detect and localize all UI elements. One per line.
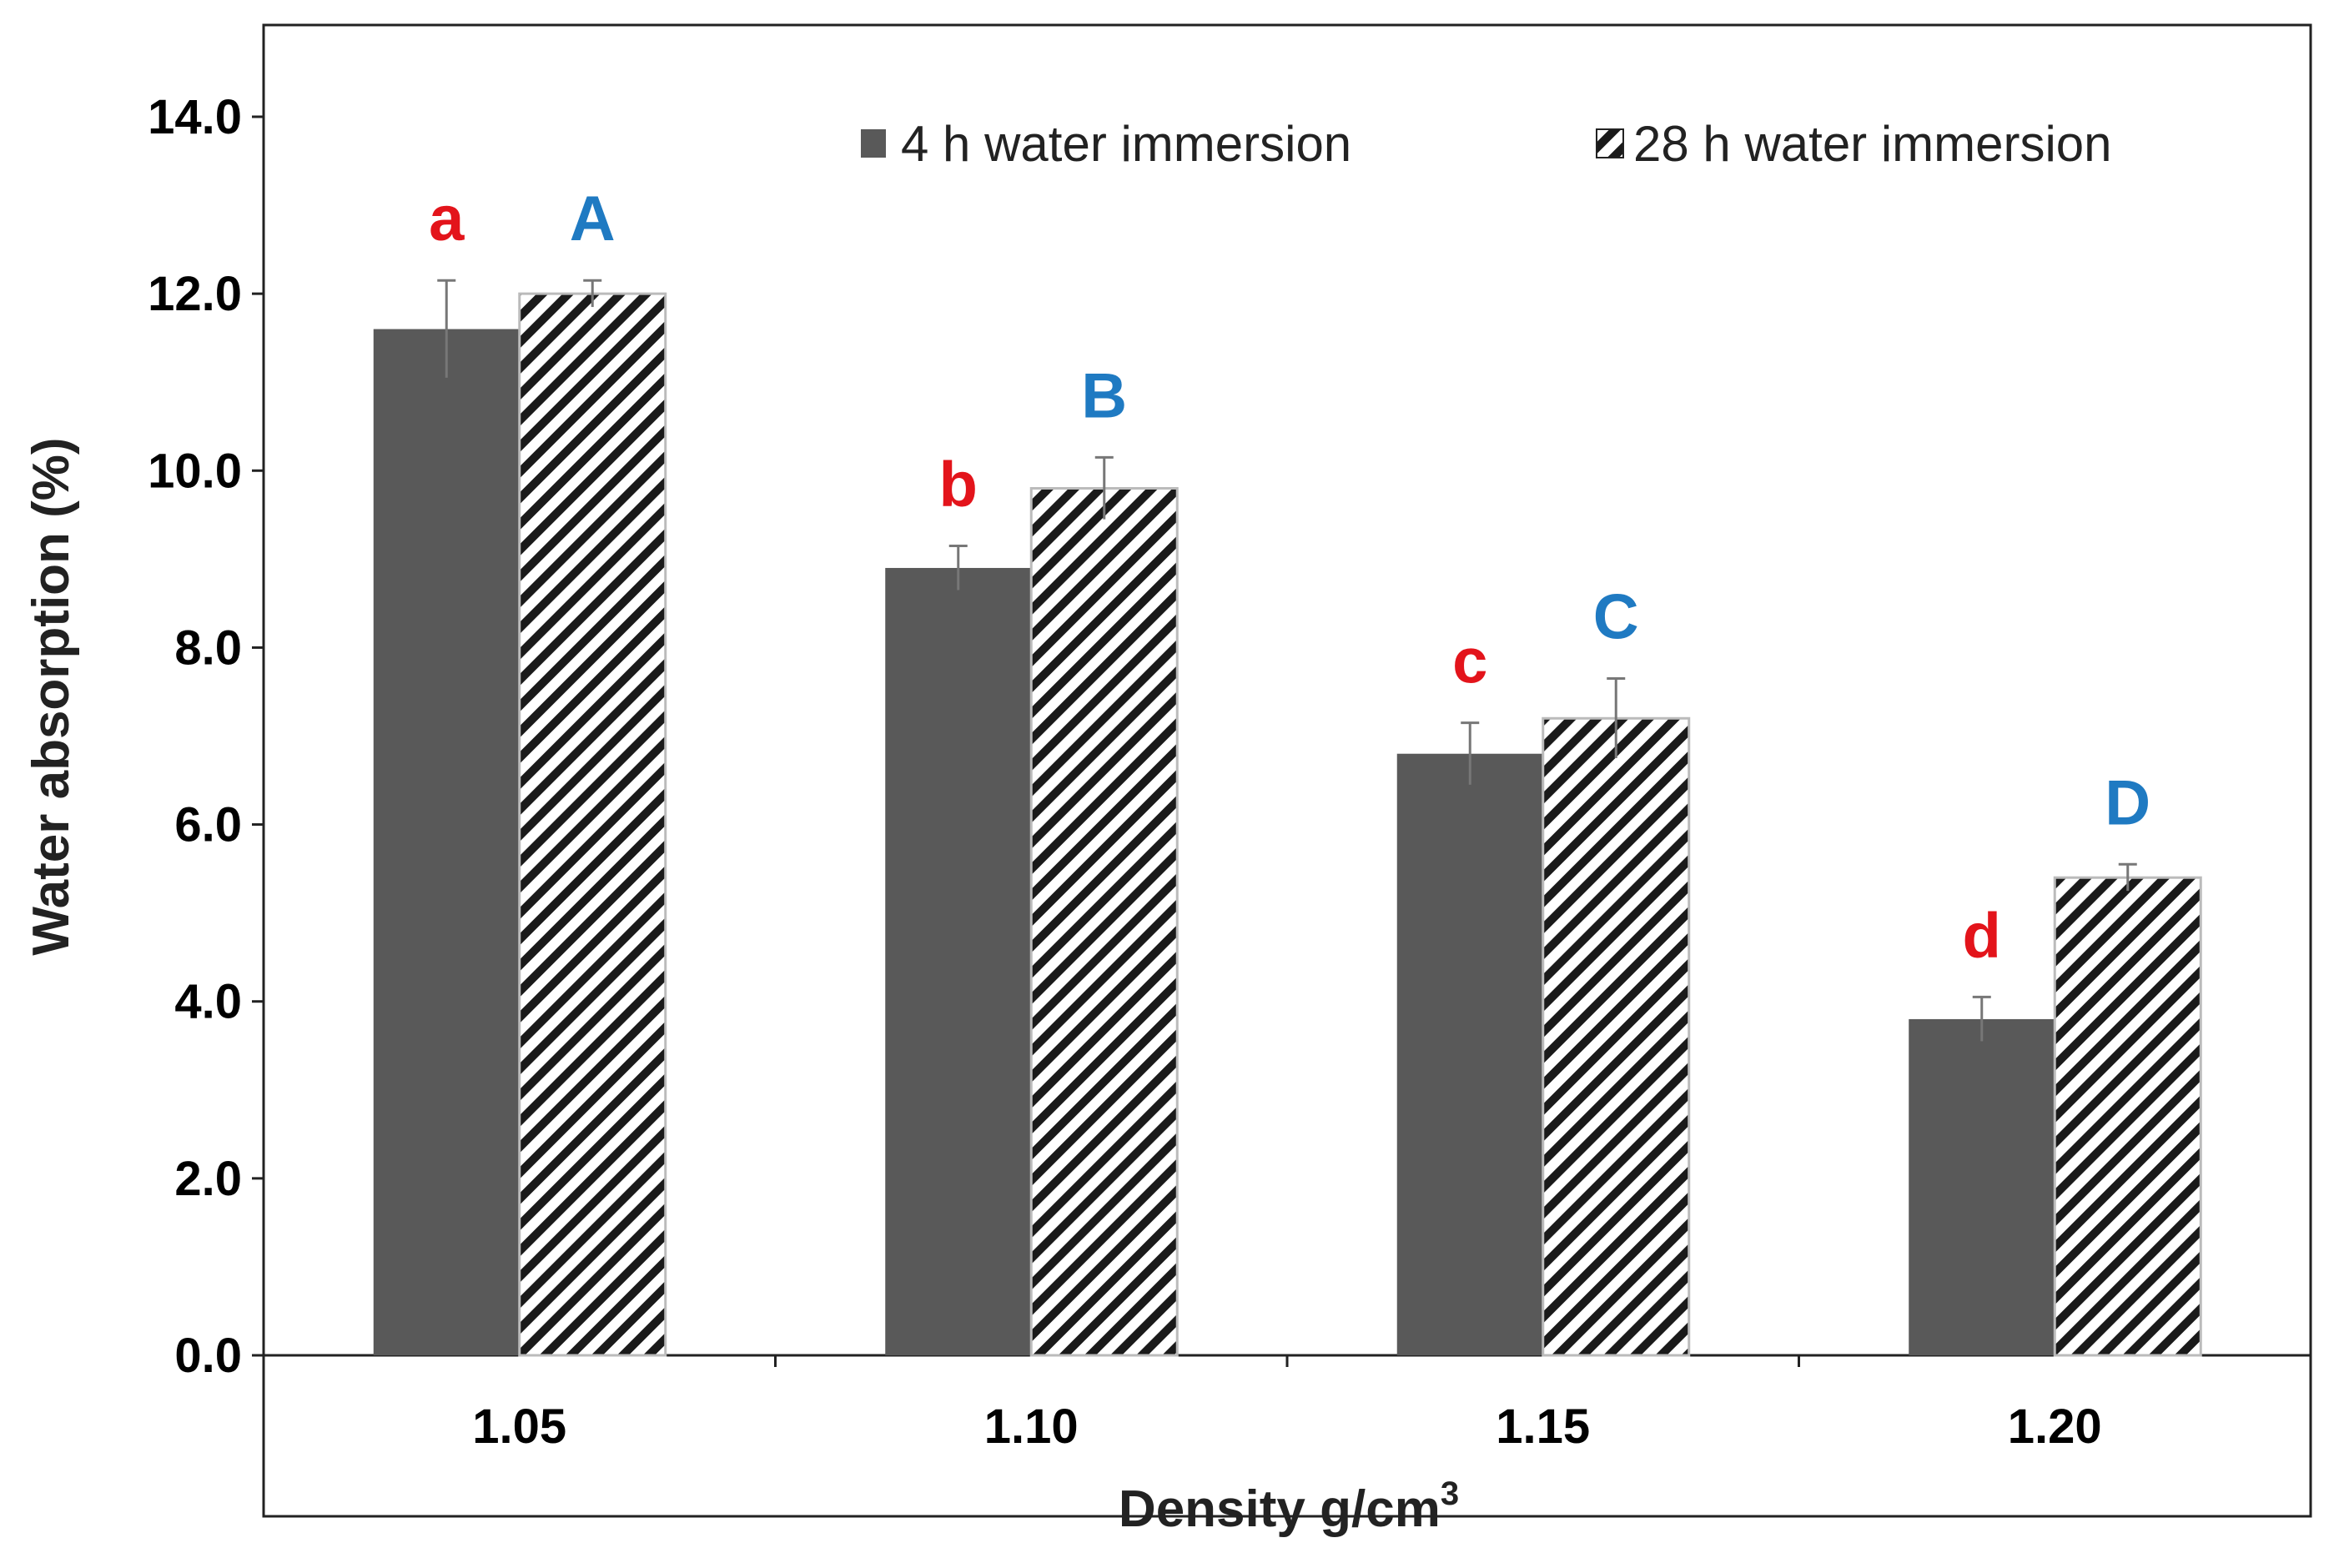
x-axis-title: Density g/cm3 (1119, 1475, 1459, 1538)
x-tick-label: 1.05 (472, 1400, 566, 1454)
legend: 4 h water immersion 28 h water immersion (861, 116, 2112, 172)
y-tick-label: 8.0 (174, 621, 242, 675)
legend-swatch-4h (861, 129, 886, 158)
significance-label: d (1963, 900, 2001, 971)
y-tick-label: 6.0 (174, 798, 242, 852)
bar (1909, 1018, 2055, 1355)
bar (885, 567, 1032, 1355)
bar (518, 292, 667, 1357)
significance-labels: a b c d A B C D (429, 183, 2150, 971)
bar (1029, 487, 1179, 1357)
y-tick-label: 2.0 (174, 1152, 242, 1206)
x-tick-label: 1.20 (2008, 1400, 2102, 1454)
significance-label: A (570, 183, 616, 254)
x-axis-title-superscript: 3 (1441, 1475, 1459, 1512)
y-tick-label: 0.0 (174, 1329, 242, 1383)
significance-label: a (429, 183, 465, 254)
x-tick-label: 1.10 (984, 1400, 1079, 1454)
y-axis-title: Water absorption (%) (23, 437, 80, 955)
legend-label-4h: 4 h water immersion (901, 116, 1351, 172)
y-tick-label: 14.0 (148, 90, 242, 144)
y-axis: 0.0 2.0 4.0 6.0 8.0 10.0 12.0 14.0 (148, 90, 265, 1383)
legend-label-28h: 28 h water immersion (1633, 116, 2112, 172)
y-tick-label: 10.0 (148, 444, 242, 498)
significance-label: B (1081, 360, 1127, 431)
y-tick-label: 4.0 (174, 975, 242, 1029)
significance-label: D (2105, 767, 2150, 838)
y-tick-label: 12.0 (148, 267, 242, 321)
significance-label: c (1452, 626, 1487, 697)
axis-titles: Density g/cm3 Water absorption (%) (23, 437, 1459, 1538)
bar (1396, 753, 1543, 1355)
bar (1542, 716, 1691, 1357)
legend-swatch-28h (1596, 128, 1624, 158)
significance-label: b (939, 449, 978, 520)
bar-series-group (373, 279, 2202, 1357)
x-tick-label: 1.15 (1496, 1400, 1590, 1454)
x-axis: 1.05 1.10 1.15 1.20 (262, 1354, 2312, 1454)
significance-label: C (1593, 582, 1639, 653)
bar (2053, 876, 2202, 1357)
bar (373, 329, 520, 1356)
